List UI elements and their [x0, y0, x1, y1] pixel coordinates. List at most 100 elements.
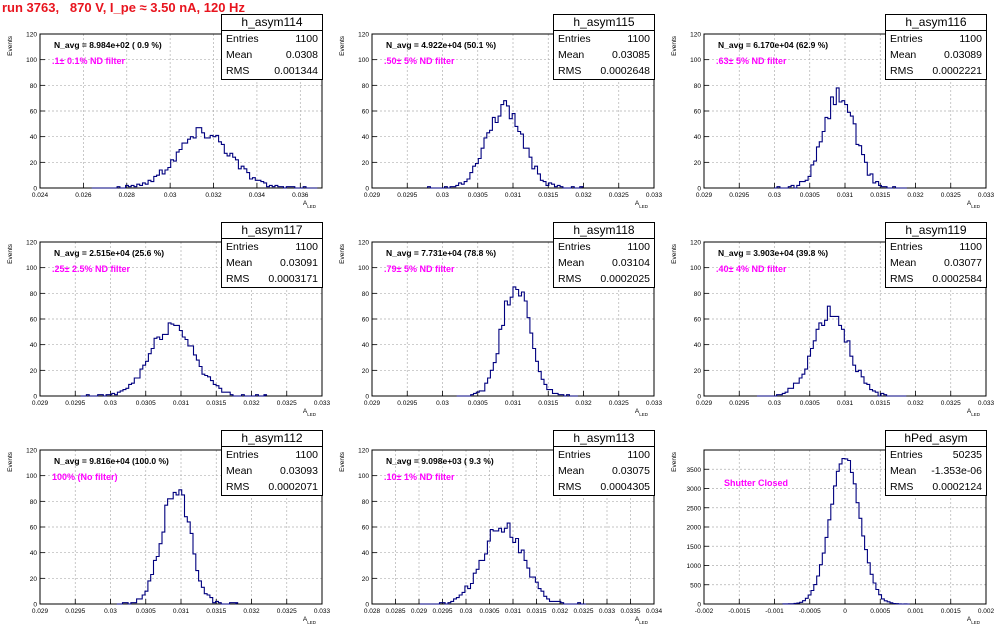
- x-tick-label: 0.0325: [277, 400, 297, 407]
- stats-key: Mean: [558, 465, 585, 477]
- stats-value: 0.0308: [285, 49, 318, 61]
- stats-key: Entries: [226, 241, 259, 253]
- x-tick-label: 0.028: [364, 608, 381, 615]
- histogram-panel-h_asym118: 0.029 0.0295 0.03 0.0305 0.031 0.0315 0.032 0.0…: [332, 222, 663, 428]
- y-tick-label: 60: [362, 109, 370, 116]
- x-tick-label: 0.0285: [386, 608, 406, 615]
- stats-box: h_asym115 Entries 1100 Mean 0.03085 RMS 0.0002…: [553, 14, 655, 80]
- x-axis-title: ALED: [635, 200, 649, 209]
- stats-key: Entries: [558, 241, 591, 253]
- stats-value: 0.0002025: [600, 273, 650, 285]
- y-tick-label: 40: [694, 134, 702, 141]
- x-tick-label: 0.03: [104, 400, 117, 407]
- y-axis-title: Events: [339, 451, 346, 472]
- plot-frame: [39, 33, 323, 189]
- x-tick-label: 0.033: [646, 400, 663, 407]
- x-tick-label: 0.0295: [397, 192, 417, 199]
- x-tick-label: 0.0305: [136, 400, 156, 407]
- x-tick-label: 0.032: [575, 400, 592, 407]
- stats-row-entries: Entries 1100: [554, 239, 654, 255]
- stats-key: Mean: [226, 49, 253, 61]
- x-tick-label: 0.024: [32, 192, 49, 199]
- stats-row-rms: RMS 0.0002584: [886, 271, 986, 287]
- histogram-panel-h_asym115: 0.029 0.0295 0.03 0.0305 0.031 0.0315 0.032 0.0…: [332, 14, 663, 220]
- n-avg-label: N_avg = 2.515e+04 (25.6 %): [54, 248, 165, 258]
- histogram-plot: 0.024 0.026 0.028 0.03 0.032 0.034 0.036 0 20 40 6…: [7, 32, 323, 209]
- stats-value: 0.03085: [612, 49, 650, 61]
- filter-label: .40± 4% ND filter: [716, 264, 787, 274]
- stats-key: Entries: [890, 449, 923, 461]
- stats-value: 1100: [295, 241, 318, 253]
- y-tick-label: 0: [33, 186, 37, 193]
- x-tick-label: 0.03: [436, 192, 449, 199]
- y-tick-label: 3000: [687, 486, 702, 493]
- y-tick-label: 100: [358, 265, 369, 272]
- histogram-panel-h_asym113: 0.028 0.0285 0.029 0.0295 0.03 0.0305 0.031 0.0…: [332, 430, 663, 636]
- stats-row-entries: Entries 1100: [222, 31, 322, 47]
- x-tick-label: 0.0295: [729, 400, 749, 407]
- y-tick-label: 60: [694, 317, 702, 324]
- x-tick-label: 0.03: [460, 608, 473, 615]
- x-axis-title: ALED: [967, 408, 981, 417]
- stats-row-mean: Mean 0.03075: [554, 463, 654, 479]
- filter-label: .10± 1% ND filter: [384, 472, 455, 482]
- stats-value: 0.0002071: [268, 481, 318, 493]
- x-tick-label: 0.0305: [800, 400, 820, 407]
- x-tick-label: 0.0315: [206, 400, 226, 407]
- y-tick-label: 20: [694, 160, 702, 167]
- stats-value: 1100: [959, 33, 982, 45]
- y-tick-label: 60: [30, 109, 38, 116]
- y-tick-label: 100: [690, 57, 701, 64]
- plot-frame: [39, 241, 323, 397]
- x-tick-label: 0.0315: [206, 608, 226, 615]
- y-tick-label: 80: [694, 291, 702, 298]
- histogram-name: h_asym119: [886, 223, 986, 239]
- y-tick-label: 100: [358, 473, 369, 480]
- stats-key: RMS: [890, 273, 914, 285]
- y-tick-label: 20: [362, 160, 370, 167]
- x-tick-label: 0.0305: [136, 608, 156, 615]
- y-tick-label: 40: [30, 550, 38, 557]
- x-tick-label: 0.034: [646, 608, 663, 615]
- y-tick-label: 500: [690, 582, 701, 589]
- y-tick-label: 80: [30, 83, 38, 90]
- y-tick-label: 0: [697, 186, 701, 193]
- x-tick-label: 0.031: [837, 400, 854, 407]
- histogram-plot: 0.029 0.0295 0.03 0.0305 0.031 0.0315 0.032 0.0…: [7, 240, 331, 418]
- plot-frame: [371, 241, 655, 397]
- x-tick-label: 0.031: [837, 192, 854, 199]
- x-tick-label: 0.028: [119, 192, 136, 199]
- stats-value: 0.0002124: [932, 481, 982, 493]
- filter-label: .50± 5% ND filter: [384, 56, 455, 66]
- x-tick-label: 0.032: [243, 400, 260, 407]
- stats-row-entries: Entries 50235: [886, 447, 986, 463]
- histogram-series: [427, 100, 584, 189]
- y-tick-label: 60: [30, 317, 38, 324]
- filter-label: .25± 2.5% ND filter: [52, 264, 130, 274]
- x-tick-label: 0.033: [314, 608, 331, 615]
- x-tick-label: 0.032: [575, 192, 592, 199]
- y-tick-label: 0: [365, 602, 369, 609]
- stats-value: 0.03075: [612, 465, 650, 477]
- y-tick-label: 40: [30, 134, 38, 141]
- y-tick-label: 80: [362, 499, 370, 506]
- x-tick-label: 0.0325: [609, 400, 629, 407]
- stats-key: Mean: [558, 257, 585, 269]
- stats-value: 0.03093: [280, 465, 318, 477]
- y-tick-label: 0: [33, 394, 37, 401]
- y-tick-label: 120: [358, 240, 369, 247]
- stats-key: Entries: [890, 33, 923, 45]
- x-tick-label: 0.032: [205, 192, 222, 199]
- x-tick-label: 0.0015: [941, 608, 961, 615]
- y-tick-label: 80: [694, 83, 702, 90]
- y-tick-label: 100: [26, 473, 37, 480]
- filter-label: .63± 5% ND filter: [716, 56, 787, 66]
- x-axis-title: ALED: [303, 200, 317, 209]
- stats-row-rms: RMS 0.0002648: [554, 63, 654, 79]
- histogram-plot: 0.029 0.0295 0.03 0.0305 0.031 0.0315 0.032 0.0…: [7, 448, 331, 626]
- histogram-plot: -0.002 -0.0015 -0.001 -0.0005 0 0.0005 0.001 0.…: [671, 449, 995, 625]
- x-tick-label: 0.029: [32, 608, 49, 615]
- plot-frame: [703, 449, 987, 605]
- stats-value: 1100: [295, 33, 318, 45]
- x-tick-label: 0.0325: [941, 192, 961, 199]
